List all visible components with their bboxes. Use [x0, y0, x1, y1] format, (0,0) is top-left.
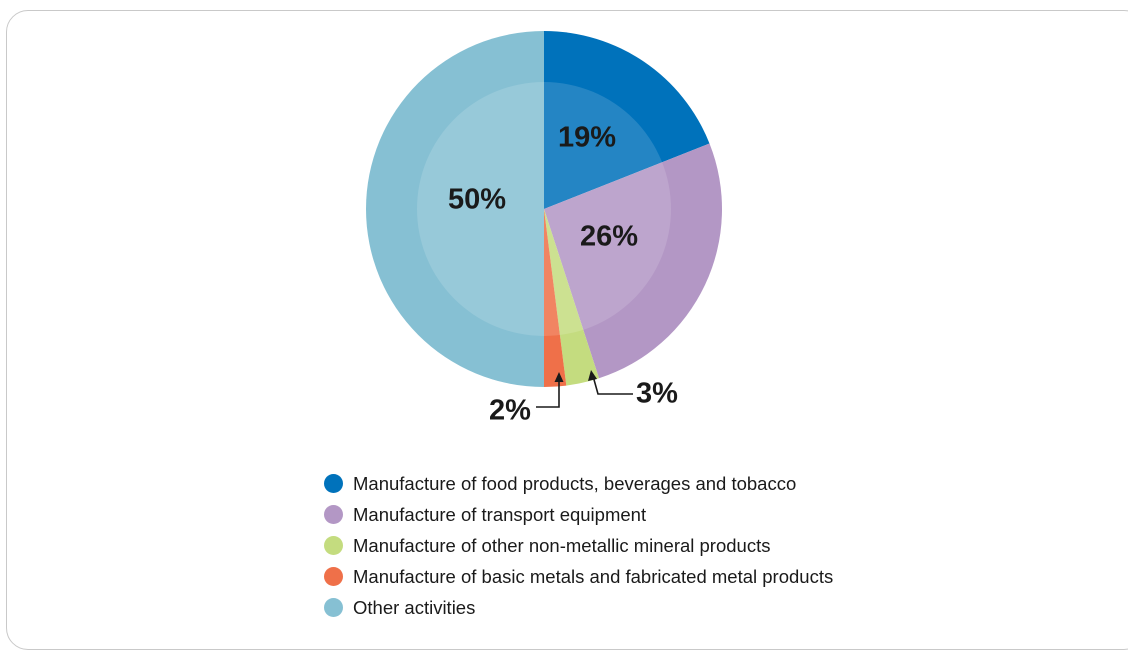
pie-label-manufacture-of-food-products-beverages-and-tobacco: 19% — [558, 122, 616, 154]
pie-label-manufacture-of-other-non-metallic-mineral-products: 3% — [636, 378, 678, 410]
legend-swatch-icon — [324, 505, 343, 524]
legend-label: Manufacture of food products, beverages … — [353, 472, 797, 494]
pie-inner-highlight — [417, 82, 671, 336]
pie-slice-manufacture-of-food-products-beverages-and-tobacco — [544, 31, 710, 209]
legend-item-manufacture-of-other-non-metallic-mineral-products: Manufacture of other non-metallic minera… — [324, 530, 833, 561]
legend-label: Other activities — [353, 596, 476, 618]
legend-label: Manufacture of transport equipment — [353, 503, 647, 525]
callout-line-basic-metals — [536, 377, 560, 408]
pie-slice-manufacture-of-basic-metals-and-fabricated-metal-products — [544, 209, 567, 387]
pie-labels: 19% 26% 3% 2% 50% — [448, 122, 678, 427]
pie-slice-manufacture-of-other-non-metallic-mineral-products — [544, 209, 600, 386]
callout-arrow-basic-metals — [554, 372, 564, 382]
legend-label: Manufacture of basic metals and fabricat… — [353, 565, 834, 587]
legend-item-manufacture-of-transport-equipment: Manufacture of transport equipment — [324, 499, 833, 530]
legend-label: Manufacture of other non-metallic minera… — [353, 534, 771, 556]
legend-swatch-icon — [324, 536, 343, 555]
legend-swatch-icon — [324, 474, 343, 493]
legend-item-manufacture-of-food-products-beverages-and-tobacco: Manufacture of food products, beverages … — [324, 468, 833, 499]
legend-item-manufacture-of-basic-metals-and-fabricated-metal-products: Manufacture of basic metals and fabricat… — [324, 561, 833, 592]
pie-slices — [366, 31, 723, 387]
pie-slice-other-activities — [366, 31, 544, 387]
legend-swatch-icon — [324, 567, 343, 586]
pie-slice-manufacture-of-transport-equipment — [544, 143, 723, 379]
pie-label-other-activities: 50% — [448, 184, 506, 216]
pie-label-manufacture-of-transport-equipment: 26% — [580, 221, 638, 253]
pie-callouts — [536, 370, 633, 408]
pie-label-manufacture-of-basic-metals-and-fabricated-metal-products: 2% — [489, 395, 531, 427]
legend-item-other-activities: Other activities — [324, 592, 833, 623]
legend: Manufacture of food products, beverages … — [324, 468, 833, 623]
pie-chart: 19% 26% 3% 2% 50% — [366, 31, 723, 427]
legend-swatch-icon — [324, 598, 343, 617]
callout-line-mineral — [592, 375, 633, 395]
callout-arrow-mineral — [588, 370, 597, 381]
